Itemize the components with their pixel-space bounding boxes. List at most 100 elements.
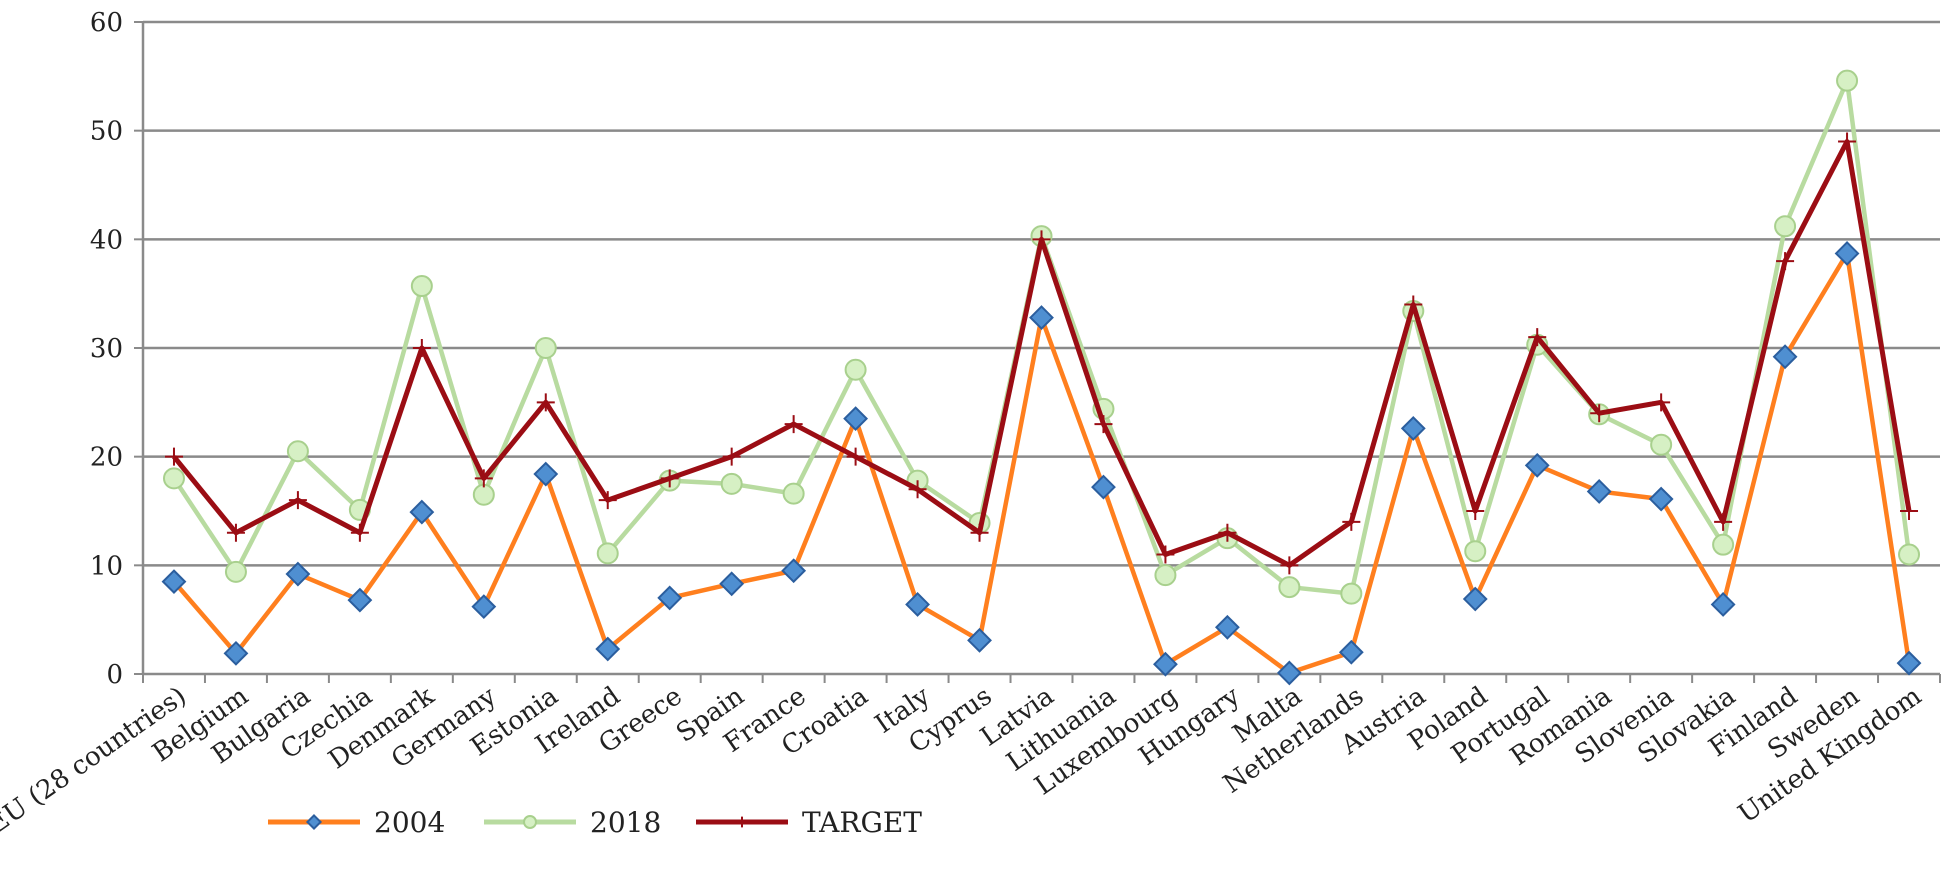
data-point-target xyxy=(1590,404,1609,423)
data-point-2004 xyxy=(1896,650,1922,676)
data-point-target xyxy=(784,415,803,434)
legend-item-2018: 2018 xyxy=(484,806,661,839)
data-point-target xyxy=(846,447,865,466)
data-point-2004 xyxy=(1710,592,1736,617)
data-point-target xyxy=(1838,132,1857,151)
data-point-2004 xyxy=(1276,660,1302,686)
gridlines xyxy=(143,20,1940,567)
data-point-2004 xyxy=(843,406,869,432)
data-point-2004 xyxy=(285,561,311,587)
data-point-2018 xyxy=(1774,215,1797,238)
data-point-2004 xyxy=(1462,586,1488,612)
data-point-target xyxy=(1714,512,1733,531)
data-point-2018 xyxy=(1650,433,1673,456)
data-point-target xyxy=(908,480,927,499)
data-point-2018 xyxy=(410,275,433,298)
data-point-2018 xyxy=(286,440,309,463)
legend-item-target: TARGET xyxy=(696,806,922,839)
data-point-2004 xyxy=(533,461,559,487)
data-point-target xyxy=(1652,393,1671,412)
y-tick-label: 10 xyxy=(90,551,123,581)
data-point-2018 xyxy=(1898,543,1921,566)
y-tick-label: 40 xyxy=(90,225,123,255)
data-point-2004 xyxy=(471,594,497,620)
data-point-target xyxy=(164,447,183,466)
data-point-2018 xyxy=(1340,582,1363,605)
data-series xyxy=(161,69,1922,686)
data-point-target xyxy=(474,469,493,488)
series-line-target xyxy=(172,139,1912,568)
data-point-2004 xyxy=(1648,486,1674,512)
data-point-2004 xyxy=(161,569,187,595)
data-point-target xyxy=(1342,512,1361,531)
data-point-2018 xyxy=(844,358,867,381)
data-point-target xyxy=(722,447,741,466)
data-point-2004 xyxy=(1772,344,1798,370)
data-point-target xyxy=(1094,415,1113,434)
data-point-target xyxy=(288,491,307,510)
data-point-target xyxy=(1528,328,1547,347)
data-point-2018 xyxy=(1154,564,1177,587)
data-point-2018 xyxy=(534,337,557,359)
y-tick-label: 0 xyxy=(106,660,123,690)
legend: 2004 2018 TARGET xyxy=(268,806,922,839)
legend-marker-2004 xyxy=(305,813,323,831)
data-point-2004 xyxy=(1214,614,1240,640)
data-point-2018 xyxy=(596,542,619,565)
data-point-2004 xyxy=(223,640,249,666)
y-tick-label: 30 xyxy=(90,334,123,364)
data-point-2004 xyxy=(657,585,683,611)
data-point-2004 xyxy=(595,636,621,662)
data-point-target xyxy=(660,469,679,488)
series-target xyxy=(164,132,1919,575)
data-point-target xyxy=(970,523,989,542)
data-point-2004 xyxy=(905,592,930,617)
y-tick-label: 50 xyxy=(90,117,123,147)
legend-label-2018: 2018 xyxy=(590,806,661,839)
data-point-2004 xyxy=(1400,415,1426,441)
legend-label-2004: 2004 xyxy=(374,806,445,839)
data-point-2018 xyxy=(1712,533,1735,556)
data-point-target xyxy=(1280,556,1299,575)
data-point-2004 xyxy=(1153,651,1178,677)
data-point-target xyxy=(1776,252,1795,271)
data-point-target xyxy=(1404,295,1423,314)
data-point-target xyxy=(598,491,617,510)
data-point-target xyxy=(350,523,369,542)
data-point-target xyxy=(1900,502,1919,520)
data-point-2018 xyxy=(472,483,495,506)
data-point-target xyxy=(1218,523,1237,542)
data-point-2004 xyxy=(1834,241,1860,266)
data-point-2004 xyxy=(409,499,435,525)
data-point-target xyxy=(536,393,555,412)
axes xyxy=(134,21,1941,683)
data-point-2018 xyxy=(782,482,805,505)
legend-marker-target xyxy=(736,816,748,828)
data-point-2004 xyxy=(781,558,807,584)
data-point-2004 xyxy=(1029,305,1054,330)
legend-item-2004: 2004 xyxy=(268,806,445,839)
series-2004 xyxy=(161,241,1922,686)
x-tick-labels: EU (28 countries)BelgiumBulgariaCzechiaD… xyxy=(0,681,1927,840)
data-point-target xyxy=(1156,545,1175,564)
data-point-2018 xyxy=(1836,69,1859,92)
data-point-2004 xyxy=(1091,474,1116,500)
data-point-target xyxy=(412,339,431,357)
data-point-2018 xyxy=(1464,540,1487,563)
data-point-target xyxy=(1466,502,1485,520)
y-tick-label: 20 xyxy=(90,443,123,473)
data-point-2004 xyxy=(347,587,373,613)
data-point-target xyxy=(1032,230,1051,249)
series-line-2018 xyxy=(172,78,1912,596)
y-tick-labels: 0 10 20 30 40 50 60 xyxy=(90,8,123,690)
legend-label-target: TARGET xyxy=(802,806,922,839)
y-tick-label: 60 xyxy=(90,8,123,38)
data-point-2018 xyxy=(720,472,743,495)
data-point-2004 xyxy=(1338,639,1364,665)
data-point-2004 xyxy=(719,571,745,597)
data-point-2018 xyxy=(1278,576,1301,599)
legend-marker-2018 xyxy=(523,815,537,829)
data-point-target xyxy=(226,523,245,542)
data-point-2004 xyxy=(967,627,992,653)
